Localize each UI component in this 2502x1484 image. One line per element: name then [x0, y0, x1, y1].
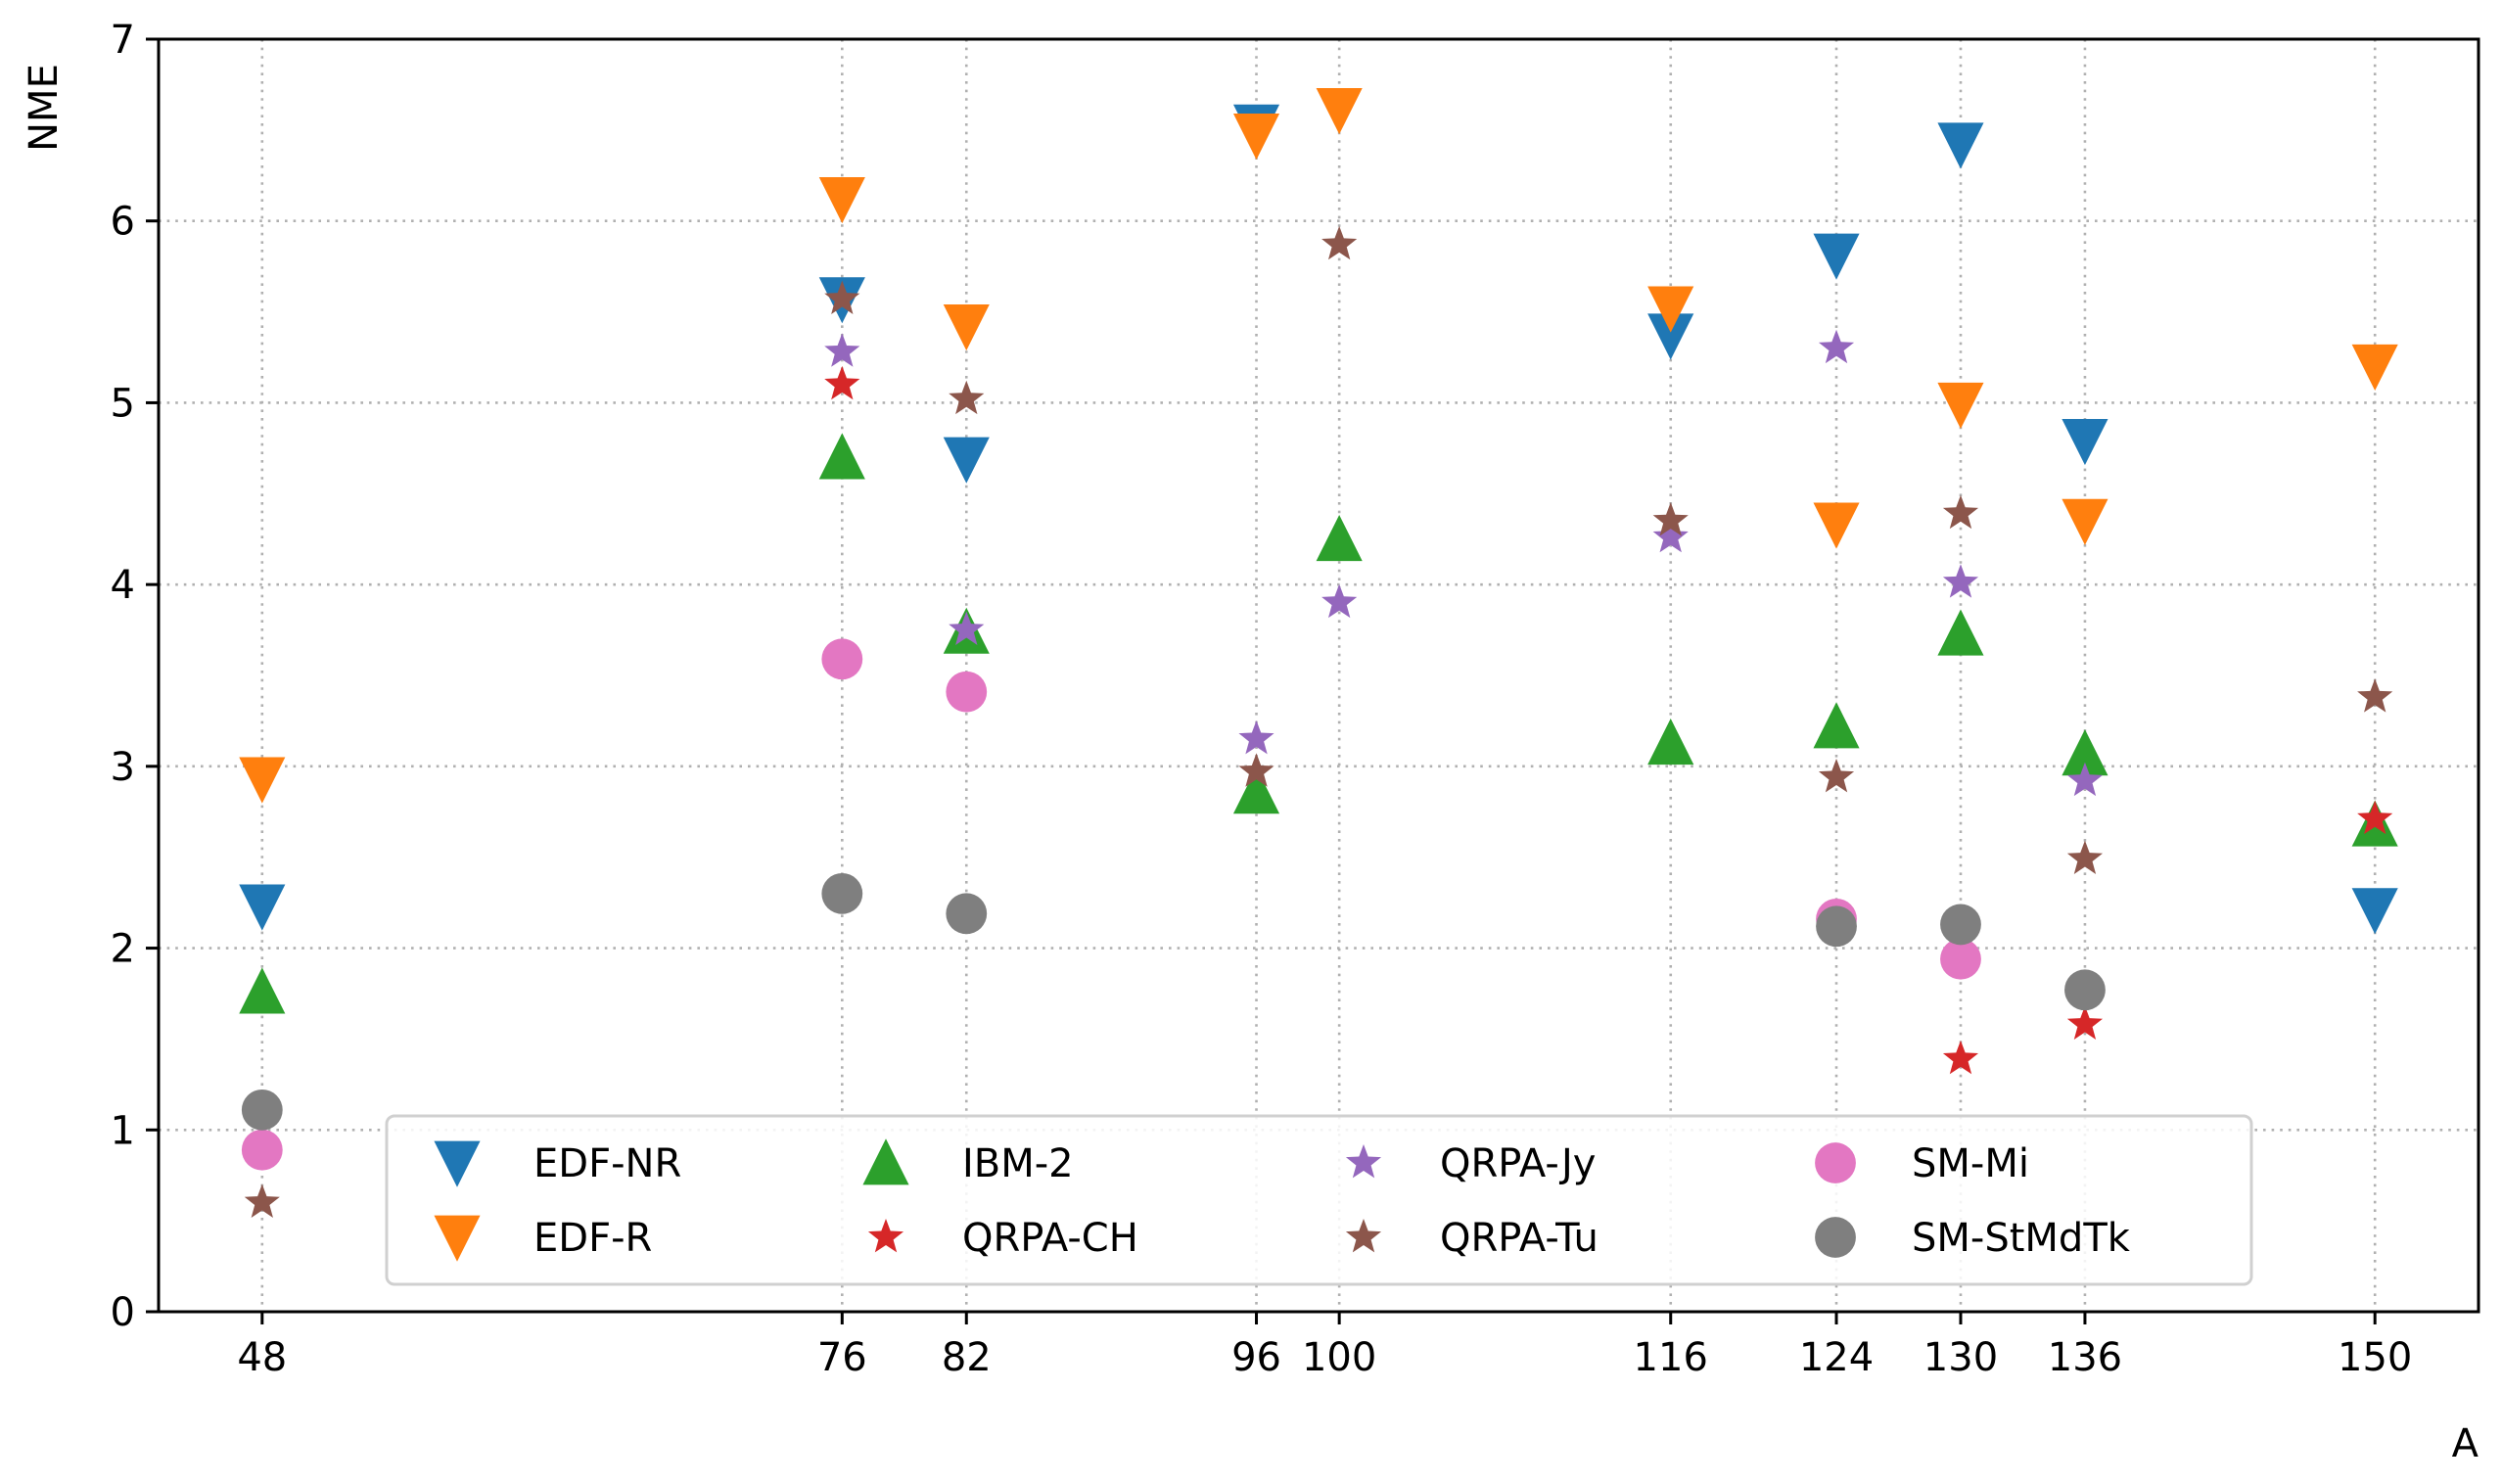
point-qrpa-tu-116	[1652, 502, 1689, 536]
x-tick-label-116: 116	[1634, 1335, 1708, 1380]
point-sm-mi-130	[1940, 938, 1981, 980]
point-qrpa-jy-136	[2066, 762, 2104, 797]
x-tick-label-82: 82	[942, 1335, 992, 1380]
point-qrpa-tu-100	[1321, 225, 1358, 260]
point-edf-r-136	[2062, 498, 2108, 545]
point-qrpa-tu-96	[1238, 753, 1274, 787]
point-edf-nr-136	[2062, 419, 2108, 466]
x-axis-label: A	[2452, 1421, 2479, 1466]
point-ibm-2-76	[818, 433, 865, 480]
point-qrpa-ch-76	[824, 365, 860, 400]
x-tick-label-100: 100	[1302, 1335, 1376, 1380]
point-edf-r-124	[1813, 502, 1860, 549]
point-qrpa-ch-136	[2066, 1005, 2104, 1040]
point-edf-r-116	[1647, 286, 1694, 333]
point-qrpa-tu-124	[1818, 759, 1855, 793]
x-tick-label-130: 130	[1923, 1335, 1998, 1380]
legend-label-qrpa-ch: QRPA-CH	[962, 1216, 1138, 1261]
point-edf-r-150	[2351, 344, 2398, 392]
point-edf-nr-130	[1937, 122, 1984, 169]
point-qrpa-jy-100	[1321, 583, 1358, 619]
point-qrpa-tu-150	[2357, 678, 2393, 713]
x-tick-label-124: 124	[1799, 1335, 1874, 1380]
point-edf-r-96	[1232, 114, 1280, 161]
legend-marker-qrpa-jy	[1345, 1144, 1382, 1179]
point-edf-nr-48	[239, 884, 286, 931]
y-tick-label-7: 7	[111, 18, 135, 63]
point-qrpa-tu-76	[824, 280, 860, 314]
point-sm-mi-82	[946, 671, 988, 713]
legend-label-edf-nr: EDF-NR	[533, 1141, 681, 1186]
point-qrpa-jy-82	[949, 611, 985, 645]
point-edf-nr-82	[943, 437, 990, 484]
point-sm-stmdtk-124	[1816, 905, 1857, 948]
point-ibm-2-96	[1232, 767, 1280, 814]
y-tick-label-5: 5	[111, 381, 135, 426]
point-qrpa-jy-130	[1942, 564, 1979, 598]
plot-frame	[157, 37, 2480, 1314]
point-qrpa-jy-124	[1818, 329, 1855, 364]
legend-label-ibm-2: IBM-2	[962, 1141, 1074, 1186]
data-points	[239, 88, 2398, 1218]
legend-marker-ibm-2	[862, 1138, 909, 1185]
legend-marker-qrpa-tu	[1345, 1219, 1382, 1253]
legend-label-qrpa-tu: QRPA-Tu	[1440, 1216, 1598, 1261]
point-qrpa-tu-82	[949, 380, 985, 415]
point-qrpa-jy-96	[1238, 720, 1274, 755]
legend-marker-qrpa-ch	[867, 1219, 904, 1253]
y-tick-label-0: 0	[111, 1290, 135, 1335]
y-tick-label-2: 2	[111, 927, 135, 972]
y-axis-label: NME	[22, 64, 67, 152]
legend-marker-edf-r	[434, 1215, 481, 1262]
y-tick-label-1: 1	[111, 1108, 135, 1153]
x-tick-label-150: 150	[2338, 1335, 2412, 1380]
x-tick-label-96: 96	[1231, 1335, 1281, 1380]
axis-ticks: 48 76 82 96 100 116 124 130 136 150 0 1 2 3 4 5 6 7	[111, 18, 2413, 1380]
x-tick-label-76: 76	[817, 1335, 867, 1380]
point-qrpa-tu-48	[244, 1183, 280, 1218]
point-edf-nr-116	[1647, 313, 1694, 360]
legend-label-sm-mi: SM-Mi	[1912, 1141, 2029, 1186]
legend-marker-sm-mi	[1815, 1142, 1856, 1183]
point-ibm-2-48	[239, 967, 286, 1014]
point-sm-stmdtk-136	[2064, 969, 2106, 1011]
x-tick-label-48: 48	[237, 1335, 287, 1380]
point-sm-stmdtk-48	[241, 1089, 283, 1131]
point-sm-stmdtk-76	[821, 872, 863, 914]
point-ibm-2-100	[1316, 514, 1363, 562]
point-qrpa-jy-76	[824, 333, 860, 367]
point-qrpa-tu-136	[2066, 840, 2104, 874]
y-tick-label-6: 6	[111, 200, 135, 245]
point-ibm-2-136	[2062, 729, 2108, 776]
point-sm-stmdtk-82	[946, 893, 988, 935]
point-ibm-2-116	[1647, 718, 1694, 765]
point-edf-r-130	[1937, 382, 1984, 430]
point-qrpa-jy-116	[1652, 518, 1689, 553]
point-qrpa-ch-150	[2357, 800, 2393, 835]
legend-marker-sm-stmdtk	[1815, 1217, 1856, 1258]
y-tick-label-4: 4	[111, 563, 135, 608]
legend-label-edf-r: EDF-R	[533, 1216, 652, 1261]
point-sm-mi-48	[241, 1129, 283, 1171]
point-qrpa-tu-130	[1942, 494, 1979, 530]
x-tick-label-136: 136	[2048, 1335, 2122, 1380]
legend-label-sm-stmdtk: SM-StMdTk	[1912, 1216, 2131, 1261]
point-edf-r-48	[239, 757, 286, 804]
point-edf-r-100	[1316, 88, 1363, 135]
point-sm-stmdtk-130	[1940, 904, 1981, 946]
point-ibm-2-124	[1813, 702, 1860, 749]
point-sm-mi-76	[821, 638, 863, 680]
point-edf-nr-150	[2351, 888, 2398, 935]
y-tick-label-3: 3	[111, 745, 135, 790]
legend-marker-edf-nr	[434, 1140, 481, 1187]
legend-label-qrpa-jy: QRPA-Jy	[1440, 1141, 1596, 1186]
legend-box	[385, 1114, 2253, 1286]
point-ibm-2-130	[1937, 609, 1984, 656]
point-edf-r-82	[943, 304, 990, 351]
point-edf-nr-124	[1813, 233, 1860, 280]
point-edf-r-76	[818, 177, 865, 224]
point-qrpa-ch-130	[1942, 1040, 1979, 1075]
legend: EDF-NR EDF-R IBM-2 QRPA-CH QRPA-Jy QRPA-Tu SM-…	[385, 1114, 2253, 1286]
